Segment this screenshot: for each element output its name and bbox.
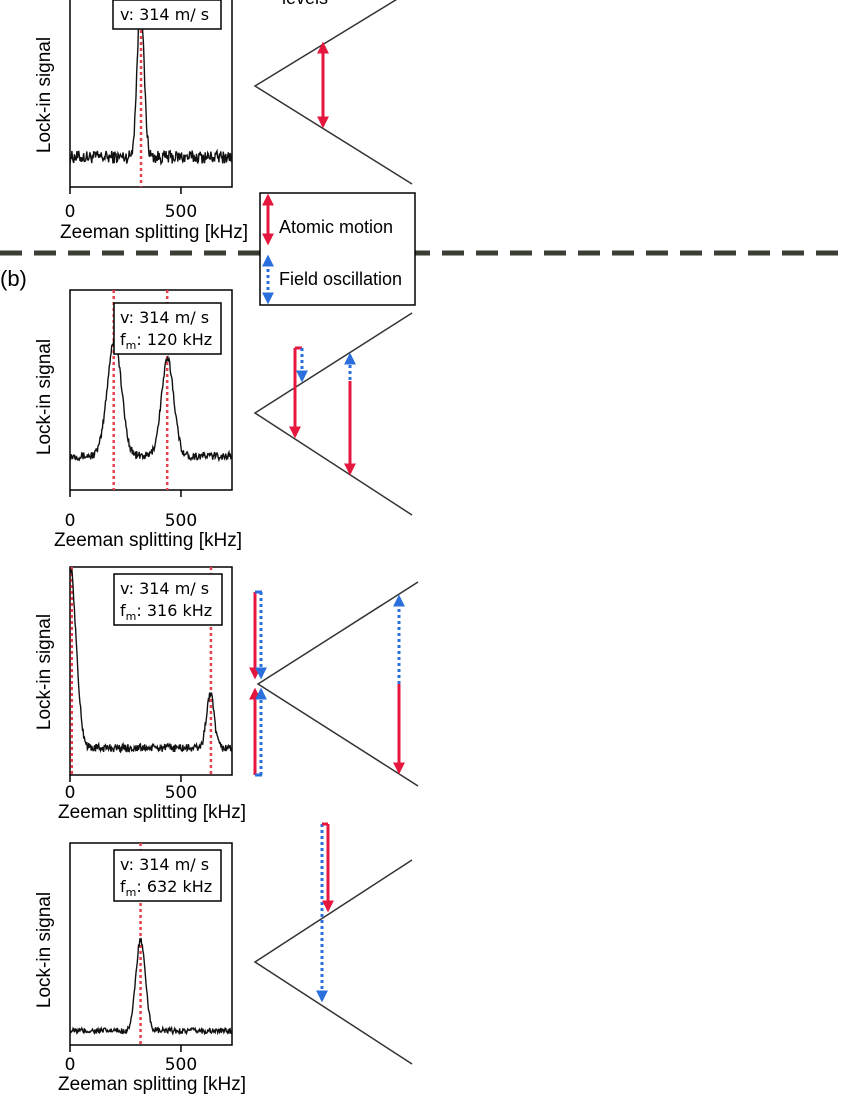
plot0-info-line-0: v: 314 m/ s <box>120 5 209 24</box>
plot-top-info-box <box>112 0 222 30</box>
plot-fm-120-info: v: 314 m/ s fm: 120 kHz <box>120 308 212 352</box>
plot-fm-316-xlabel: Zeeman splitting [kHz] <box>58 802 246 823</box>
legend: Atomic motion Field oscillation <box>259 192 416 306</box>
legend-frame <box>259 192 416 306</box>
plot-top-ticks: 0 500 <box>65 187 197 222</box>
levels-label: levels <box>282 0 328 8</box>
plot-fm-120: 0 500 Lock-in signal Zeeman splitting [kH… <box>34 289 242 551</box>
plot-top-info: v: 314 m/ s <box>120 5 209 24</box>
plot1-tick-label-1: 500 <box>165 511 197 531</box>
plot-fm-120-info-box <box>113 302 222 355</box>
level-diagram-top <box>253 0 413 185</box>
plot-fm-316-ticks: 0 500 <box>65 775 197 803</box>
plot-fm-120-trace <box>69 337 233 463</box>
energy-levels-fm-632 <box>253 859 413 1065</box>
plot-fm-632-trace <box>69 937 233 1036</box>
plot-fm-316-trace <box>69 568 233 754</box>
plot-top-axes <box>69 0 233 188</box>
plot-fm-120-ylabel: Lock-in signal <box>34 339 55 455</box>
panel-b-label: (b) <box>0 266 27 291</box>
energy-levels-fm-120 <box>253 312 413 516</box>
plot-fm-632-axes <box>69 842 233 1046</box>
plot3-info-line-0: v: 314 m/ s <box>120 855 209 874</box>
plot1-info-line-0: v: 314 m/ s <box>120 308 209 327</box>
plot-fm-120-axes <box>69 289 233 491</box>
plot2-tick-label-0: 0 <box>65 783 76 803</box>
energy-levels-top <box>253 0 413 185</box>
plot2-info-line-0: v: 314 m/ s <box>120 579 209 598</box>
plot-fm-316-guides <box>70 567 213 775</box>
plot-top-ylabel: Lock-in signal <box>34 37 55 153</box>
plot1-info-line-1: fm: 120 kHz <box>120 330 212 352</box>
legend-field-oscillation-label: Field oscillation <box>279 269 402 289</box>
plot-fm-632-xlabel: Zeeman splitting [kHz] <box>58 1074 246 1095</box>
plot2-info-line-1: fm: 316 kHz <box>120 601 212 623</box>
legend-atomic-motion-label: Atomic motion <box>279 217 393 237</box>
plot-fm-120-xlabel: Zeeman splitting [kHz] <box>54 530 242 551</box>
plot-fm-632-ticks: 0 500 <box>65 1045 197 1075</box>
plot-fm-316-axes <box>69 566 233 776</box>
plot1-tick-label-0: 0 <box>65 511 76 531</box>
plot0-tick-label-0: 0 <box>65 202 76 222</box>
plot-top-trace <box>69 6 233 166</box>
plot2-tick-label-1: 500 <box>165 783 197 803</box>
level-diagram-fm-632 <box>253 822 413 1065</box>
plot-fm-316-ylabel: Lock-in signal <box>34 614 55 730</box>
plot-fm-316: 0 500 Lock-in signal Zeeman splitting [kH… <box>34 566 246 823</box>
plot-top-xlabel: Zeeman splitting [kHz] <box>60 222 248 243</box>
level-diagram-fm-316 <box>249 581 419 787</box>
plot-fm-632: 0 500 Lock-in signal Zeeman splitting [kH… <box>34 842 246 1095</box>
plot3-tick-label-0: 0 <box>65 1055 76 1075</box>
plot-fm-316-info: v: 314 m/ s fm: 316 kHz <box>120 579 212 623</box>
energy-levels-fm-316 <box>256 581 419 787</box>
level-diagram-fm-120 <box>253 312 413 516</box>
plot3-info-line-1: fm: 632 kHz <box>120 877 212 899</box>
plot0-tick-label-1: 500 <box>165 202 197 222</box>
plot-fm-632-info-box <box>113 849 222 902</box>
plot-fm-120-ticks: 0 500 <box>65 490 197 531</box>
plot-fm-632-ylabel: Lock-in signal <box>34 892 55 1008</box>
plot3-tick-label-1: 500 <box>165 1055 197 1075</box>
plot-top: 0 500 Lock-in signal Zeeman splitting [kH… <box>34 0 248 243</box>
plot-fm-632-info: v: 314 m/ s fm: 632 kHz <box>120 855 212 899</box>
plot-fm-316-info-box <box>113 573 223 626</box>
